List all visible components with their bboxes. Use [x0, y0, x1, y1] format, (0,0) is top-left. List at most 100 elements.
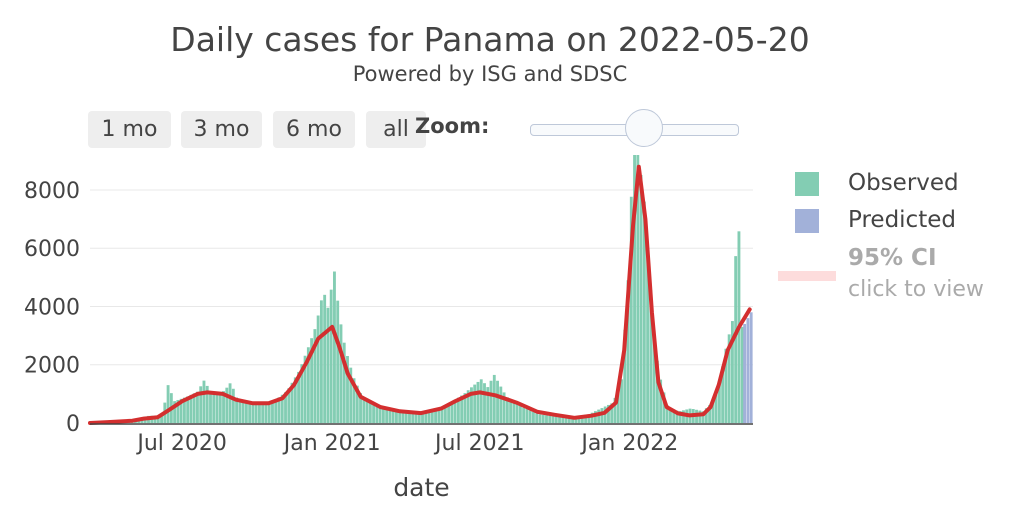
observed-bar — [460, 395, 464, 423]
legend-ci-hint[interactable]: click to view — [848, 277, 984, 302]
observed-bar — [182, 397, 186, 423]
observed-bar — [349, 367, 353, 423]
observed-bar — [424, 411, 428, 423]
observed-bar — [479, 379, 483, 423]
observed-bar — [365, 399, 369, 423]
range-1mo-button[interactable]: 1 mo — [88, 111, 171, 148]
observed-bar — [186, 396, 190, 423]
observed-bar — [724, 348, 728, 423]
observed-bar — [346, 356, 349, 423]
x-tick-label: Jul 2021 — [433, 431, 525, 456]
observed-bar — [532, 411, 535, 423]
observed-bar — [587, 414, 591, 423]
observed-bar — [473, 384, 477, 423]
observed-bar — [489, 380, 493, 423]
observed-bar — [610, 403, 614, 423]
observed-bar — [492, 374, 496, 423]
observed-bar — [642, 201, 646, 423]
observed-bar — [398, 410, 402, 423]
observed-bar — [620, 379, 623, 423]
observed-bar — [290, 382, 294, 423]
observed-bar — [574, 416, 578, 423]
observed-bar — [189, 394, 193, 423]
observed-bar — [196, 391, 199, 423]
observed-bar — [368, 401, 372, 423]
observed-bar — [408, 411, 411, 423]
observed-bar — [476, 381, 480, 423]
observed-bar — [577, 415, 581, 423]
observed-bar — [639, 174, 643, 423]
observed-bar — [440, 407, 444, 423]
observed-bar — [375, 404, 379, 423]
observed-bar — [352, 378, 356, 423]
observed-bar — [502, 392, 506, 423]
observed-bar — [339, 324, 343, 423]
x-axis-title: date — [393, 473, 449, 502]
range-6mo-button[interactable]: 6 mo — [273, 111, 355, 148]
observed-bar — [241, 401, 245, 423]
observed-bar — [287, 388, 291, 423]
observed-bar — [561, 416, 565, 423]
observed-bar — [528, 410, 532, 423]
observed-bar — [215, 392, 219, 423]
range-3mo-button[interactable]: 3 mo — [181, 111, 262, 148]
legend-predicted-swatch — [795, 209, 819, 233]
observed-bar — [395, 410, 398, 423]
observed-bar — [678, 411, 682, 423]
observed-bar — [564, 416, 568, 423]
observed-bar — [669, 409, 672, 423]
observed-bar — [730, 321, 734, 423]
observed-bar — [662, 392, 666, 423]
range-all-button[interactable]: all — [366, 111, 426, 148]
legend-observed-label: Observed — [848, 170, 959, 196]
observed-bar — [711, 400, 715, 423]
observed-bar — [421, 411, 424, 423]
observed-bar — [616, 388, 620, 423]
observed-bar — [238, 400, 242, 423]
observed-bar — [629, 196, 633, 423]
observed-bar — [381, 406, 385, 423]
legend-ci-label[interactable]: 95% CI — [848, 245, 937, 271]
observed-bar — [326, 307, 330, 423]
observed-bar — [264, 402, 268, 423]
observed-bar — [166, 385, 170, 423]
observed-bar — [626, 280, 630, 423]
observed-bar — [277, 397, 281, 423]
observed-bar — [293, 377, 297, 423]
observed-bar — [567, 417, 571, 423]
observed-bar — [623, 329, 627, 423]
observed-bar — [548, 415, 552, 423]
observed-bar — [430, 410, 434, 423]
observed-bar — [554, 416, 558, 423]
observed-bar — [225, 387, 229, 423]
observed-bar — [202, 380, 206, 423]
legend-ci-swatch[interactable] — [778, 271, 836, 281]
x-tick-label: Jul 2020 — [135, 431, 227, 456]
observed-bar — [590, 412, 594, 423]
observed-bar — [228, 383, 232, 423]
observed-bar — [222, 391, 225, 423]
observed-bar — [597, 409, 601, 423]
observed-bar — [450, 402, 454, 423]
observed-bar — [483, 383, 486, 423]
observed-bar — [603, 406, 607, 423]
observed-bar — [443, 406, 447, 423]
predicted-bar — [743, 323, 747, 423]
zoom-slider-handle[interactable] — [624, 109, 663, 147]
observed-bar — [378, 405, 382, 423]
observed-bar — [385, 407, 389, 423]
observed-bar — [231, 388, 235, 423]
observed-bar — [593, 411, 597, 423]
trend-line — [88, 164, 752, 425]
observed-bar — [600, 408, 604, 423]
observed-bar — [571, 417, 574, 423]
observed-bar — [251, 402, 255, 423]
observed-bar — [300, 364, 304, 423]
observed-bar — [209, 391, 212, 423]
observed-bar — [698, 410, 702, 423]
chart-title: Daily cases for Panama on 2022-05-20 — [170, 20, 810, 59]
zoom-label: Zoom: — [415, 114, 490, 138]
y-tick-label: 2000 — [24, 354, 80, 379]
y-tick-label: 0 — [66, 412, 80, 437]
